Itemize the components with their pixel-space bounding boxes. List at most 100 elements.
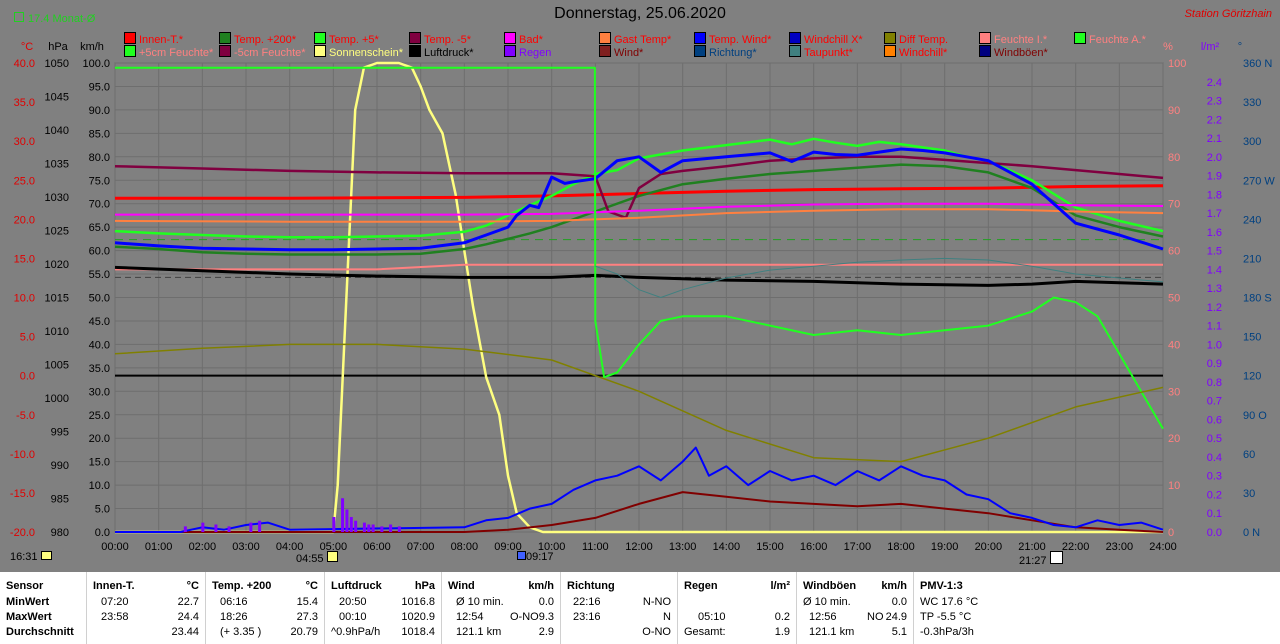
y-tick-label: 40 [1168,339,1180,351]
legend-swatch [124,45,136,57]
y-tick-label: 5.0 [20,332,35,344]
sunset-marker: 21:27 [1019,551,1063,567]
y-tick-label: 330 [1243,97,1261,109]
x-tick-label: 14:00 [713,541,741,553]
x-tick-label: 00:00 [101,541,129,553]
legend-swatch [409,32,421,44]
y-tick-label: 30.0 [89,386,110,398]
y-tick-label: 300 [1243,136,1261,148]
y-tick-label: 45.0 [89,316,110,328]
legend-label: Temp. +5* [329,34,379,46]
legend-label: Temp. +200* [234,34,297,46]
y-tick-label: 1.2 [1207,302,1222,314]
y-tick-label: 70.0 [89,199,110,211]
legend-item: Temp. -5* [409,32,471,46]
y-tick-label: 0.0 [20,371,35,383]
legend-label: Innen-T.* [139,34,184,46]
y-tick-label: 1010 [45,326,69,338]
x-tick-label: 04:00 [276,541,304,553]
y-tick-label: 1.1 [1207,321,1222,333]
y-tick-label: 1.8 [1207,189,1222,201]
rain-bar [349,516,353,532]
y-tick-label: -15.0 [10,488,35,500]
y-tick-label: 35.0 [89,363,110,375]
rain-bar [201,522,205,532]
legend-swatch [504,32,516,44]
y-tick-label: 120 [1243,371,1261,383]
y-tick-label: 20.0 [89,433,110,445]
rain-bar [183,526,187,532]
series-line [114,147,1164,252]
legend-label: -5cm Feuchte* [234,47,306,59]
y-tick-label: 35.0 [14,97,35,109]
legend-item: -5cm Feuchte* [219,45,306,59]
axis-unit: hPa [48,41,68,53]
x-tick-label: 05:00 [320,541,348,553]
legend-swatch [219,32,231,44]
series-line [115,491,1164,533]
legend-label: Richtung* [709,47,757,59]
x-tick-label: 12:00 [625,541,653,553]
legend-label: Bad* [519,34,543,46]
y-tick-label: 1045 [45,92,69,104]
legend-swatch [884,32,896,44]
stats-windboeen: Windböen km/h Ø 10 min. 0.0 12:56 NO 24.9 12… [797,572,914,644]
legend-item: Regen [504,45,551,59]
stats-pmv: PMV-1:3 WC 17.6 °C TP -5.5 °C -0.3hPa/3h [920,580,979,638]
y-tick-label: 1.4 [1207,264,1222,276]
y-tick-label: 80 [1168,152,1180,164]
x-tick-label: 03:00 [232,541,260,553]
y-tick-label: 60 [1168,246,1180,258]
weather-chart: 00:00 01:00 02:00 03:00 04:00 05:00 06:00 07:00… [10,41,1275,553]
stats-regen: Regen l/m² 05:10 0.2 Gesamt: 1.9 [678,572,797,644]
y-tick-label: 1.3 [1207,283,1222,295]
series-line [595,257,1164,298]
y-tick-label: 980 [51,527,69,539]
y-tick-label: 0.7 [1207,396,1222,408]
legend-item: Bad* [504,32,543,46]
y-tick-label: 210 [1243,253,1261,265]
legend-swatch [979,32,991,44]
left-time-marker: 16:31 [10,551,52,563]
y-tick-label: 150 [1243,332,1261,344]
axis-unit: ° [1238,41,1242,53]
y-tick-label: 65.0 [89,222,110,234]
x-tick-label: 11:00 [582,541,609,553]
y-tick-label: 30 [1168,386,1180,398]
legend-swatch [314,32,326,44]
y-tick-label: 2.3 [1207,96,1222,108]
y-tick-label: 100 [1168,58,1186,70]
x-tick-label: 02:00 [189,541,217,553]
y-tick-label: 0.0 [1207,527,1222,539]
x-tick-label: 22:00 [1062,541,1090,553]
sunrise-marker: 04:55 [296,551,338,565]
legend-label: Wind* [614,47,644,59]
y-tick-label: 1.0 [1207,339,1222,351]
y-tick-label: 0.3 [1207,471,1222,483]
y-tick-label: 90 [1168,105,1180,117]
rain-bar [258,520,262,532]
rain-bar [380,526,384,532]
noon-marker: 09:17 [517,551,554,563]
legend-label: Feuchte I.* [994,34,1048,46]
legend-label: Windchill* [899,47,948,59]
y-tick-label: 95.0 [89,81,110,93]
legend-item: Richtung* [694,45,757,59]
rain-bar [345,509,349,532]
legend-label: Sonnenschein* [329,47,404,59]
rain-bar [362,522,366,532]
x-tick-label: 10:00 [538,541,566,553]
y-tick-label: 0.5 [1207,433,1222,445]
legend-swatch [884,45,896,57]
x-tick-label: 06:00 [363,541,391,553]
legend-label: +5cm Feuchte* [139,47,214,59]
legend-item: Sonnenschein* [314,45,403,59]
legend-label: Diff Temp. [899,34,949,46]
y-tick-label: 0.9 [1207,358,1222,370]
y-tick-label: 60.0 [89,246,110,258]
y-tick-label: 50.0 [89,293,110,305]
legend-item: Temp. +5* [314,32,379,46]
y-tick-label: 10 [1168,480,1180,492]
legend-item: Temp. +200* [219,32,296,46]
monthly-average: 17.4 Monat-Ø [14,12,95,25]
